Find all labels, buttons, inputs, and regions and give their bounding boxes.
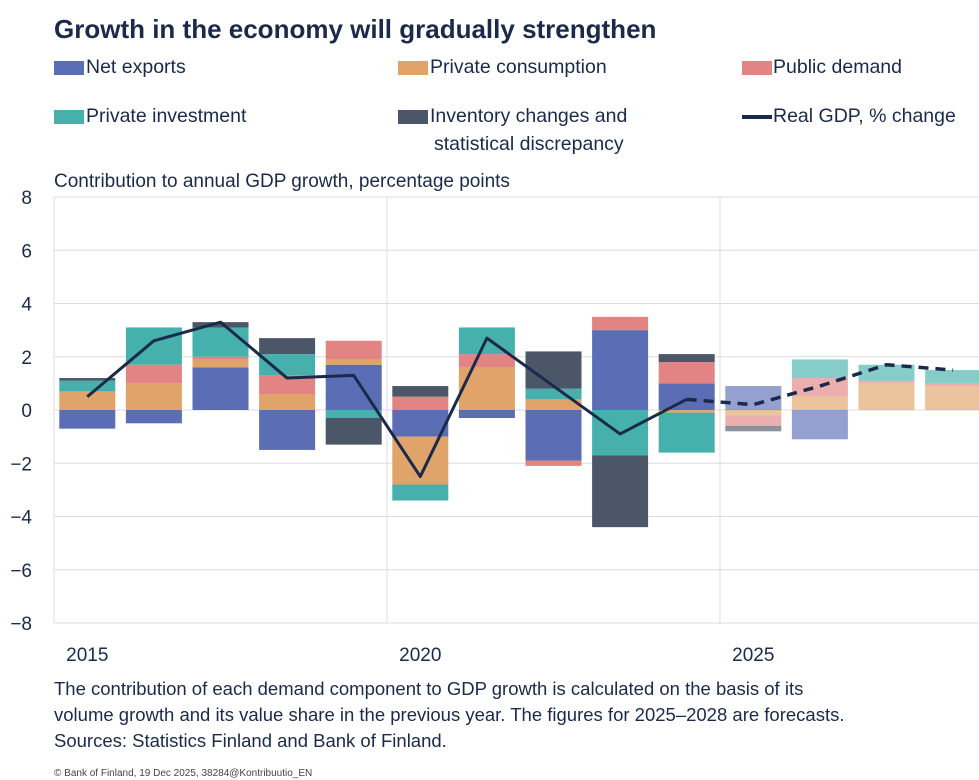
bar-private-consumption-2028 — [925, 386, 979, 410]
footnote-line-2: volume growth and its value share in the… — [54, 704, 845, 725]
bar-public-demand-2027 — [858, 380, 915, 384]
bar-public-demand-2020 — [392, 396, 449, 410]
y-tick-label: 6 — [21, 241, 32, 262]
gdp-line — [86, 320, 954, 479]
bar-net-exports-2022 — [525, 410, 582, 461]
bar-net-exports-2018 — [259, 410, 316, 450]
bar-net-exports-2015 — [59, 410, 116, 429]
x-tick-label: 2020 — [399, 645, 441, 666]
bar-inventory-2024 — [658, 354, 715, 363]
bar-private-consumption-2026 — [791, 396, 848, 410]
bar-net-exports-2016 — [125, 410, 182, 424]
x-tick-label: 2015 — [66, 645, 108, 666]
y-ticks: 8 6 4 2 0 −2 −4 −6 −8 — [10, 188, 32, 635]
legend-swatch-inventory — [398, 110, 428, 124]
y-axis-title: Contribution to annual GDP growth, perce… — [54, 171, 510, 192]
bar-private-investment-2020 — [392, 484, 449, 501]
legend-label-real-gdp: Real GDP, % change — [773, 105, 956, 127]
bar-public-demand-2017 — [192, 356, 249, 360]
bar-net-exports-2024 — [658, 383, 715, 410]
y-tick-label: −2 — [10, 454, 32, 475]
bar-public-demand-2028 — [925, 383, 979, 387]
legend-swatch-public-demand — [742, 61, 772, 75]
legend-label-private-consumption: Private consumption — [430, 56, 607, 78]
legend-label-public-demand: Public demand — [773, 56, 902, 78]
bar-inventory-2023 — [592, 455, 649, 528]
bar-public-demand-2026 — [791, 378, 848, 397]
bar-inventory-2015 — [59, 378, 116, 381]
legend-swatch-net-exports — [54, 61, 84, 75]
bar-private-consumption-2018 — [259, 394, 316, 410]
bar-public-demand-2016 — [125, 364, 182, 384]
bar-private-consumption-2027 — [858, 383, 915, 410]
y-tick-label: 8 — [21, 188, 32, 209]
gdp-line-forecast — [686, 362, 954, 407]
y-tick-label: −4 — [10, 508, 32, 529]
bar-private-consumption-2022 — [525, 399, 582, 410]
bar-inventory-2022 — [525, 351, 582, 389]
footnote-line-3: Sources: Statistics Finland and Bank of … — [54, 730, 447, 751]
x-ticks: 2015 2020 2025 — [66, 645, 774, 666]
bar-private-investment-2024 — [658, 412, 715, 453]
bar-private-consumption-2015 — [59, 391, 116, 410]
bar-inventory-2025 — [725, 425, 782, 432]
bar-public-demand-2024 — [658, 362, 715, 384]
bar-public-demand-2025 — [725, 415, 782, 426]
chart-title: Growth in the economy will gradually str… — [54, 14, 657, 44]
bar-private-consumption-2025 — [725, 410, 782, 416]
legend-label-inventory-line2: statistical discrepancy — [434, 133, 624, 155]
y-tick-label: 2 — [21, 348, 32, 369]
bar-inventory-2018 — [259, 338, 316, 355]
bar-private-consumption-2019 — [325, 359, 382, 365]
bar-public-demand-2022 — [525, 460, 582, 466]
bars — [59, 316, 979, 528]
bar-private-consumption-2024 — [658, 410, 715, 413]
legend-swatch-real-gdp — [742, 115, 772, 119]
bar-net-exports-2021 — [458, 410, 515, 418]
y-tick-label: −6 — [10, 561, 32, 582]
bar-inventory-2019 — [325, 417, 382, 445]
bar-net-exports-2020 — [392, 410, 449, 437]
bar-private-investment-2028 — [925, 370, 979, 384]
bar-public-demand-2023 — [592, 316, 649, 331]
copyright-text: © Bank of Finland, 19 Dec 2025, 38284@Ko… — [54, 768, 313, 779]
legend-swatch-private-consumption — [398, 61, 428, 75]
legend-label-net-exports: Net exports — [86, 56, 186, 78]
bar-net-exports-2023 — [592, 330, 649, 410]
bar-private-investment-2026 — [791, 359, 848, 379]
bar-private-investment-2018 — [259, 354, 316, 376]
gdp-line-actual — [86, 320, 688, 479]
bar-private-investment-2015 — [59, 380, 116, 392]
footnote-line-1: The contribution of each demand componen… — [54, 678, 804, 699]
y-tick-label: −8 — [10, 614, 32, 635]
x-tick-label: 2025 — [732, 645, 774, 666]
y-tick-label: 0 — [21, 401, 32, 422]
bar-public-demand-2021 — [458, 354, 515, 368]
bar-net-exports-2017 — [192, 367, 249, 410]
bar-public-demand-2019 — [325, 340, 382, 360]
bar-private-consumption-2017 — [192, 359, 249, 368]
bar-private-investment-2016 — [125, 327, 182, 365]
legend-label-inventory-line1: Inventory changes and — [430, 105, 628, 127]
bar-private-investment-2019 — [325, 410, 382, 418]
y-tick-label: 4 — [21, 295, 32, 316]
legend-label-private-investment: Private investment — [86, 105, 247, 127]
bar-private-investment-2022 — [525, 388, 582, 400]
legend-swatch-private-investment — [54, 110, 84, 124]
bar-private-investment-2017 — [192, 327, 249, 357]
bar-inventory-2017 — [192, 322, 249, 328]
footnote: The contribution of each demand componen… — [54, 676, 844, 754]
bar-public-demand-2018 — [259, 375, 316, 395]
bar-inventory-2020 — [392, 386, 449, 397]
bar-private-consumption-2021 — [458, 367, 515, 410]
bar-net-exports-2026 — [791, 410, 848, 440]
bar-private-consumption-2016 — [125, 383, 182, 410]
